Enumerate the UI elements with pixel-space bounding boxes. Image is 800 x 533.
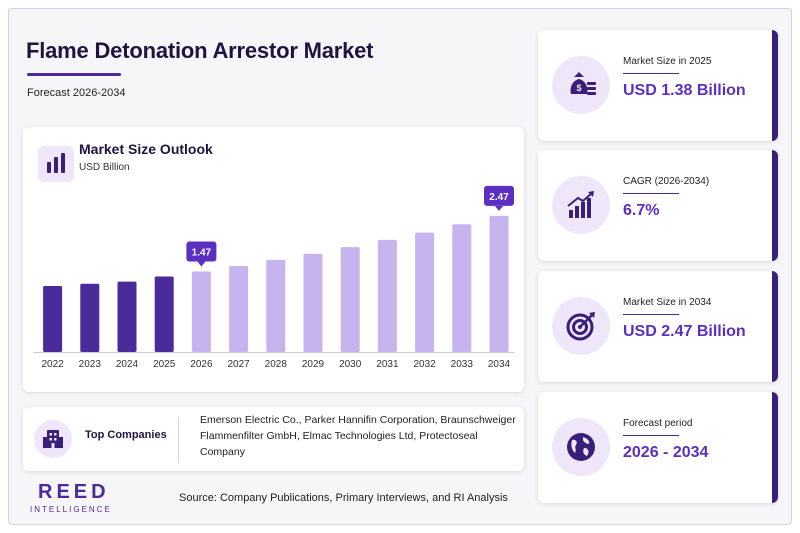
chart-title: Market Size Outlook [79, 141, 213, 157]
x-tick-label: 2029 [302, 359, 325, 370]
bar-2029 [303, 253, 323, 352]
kpi-value: 2026 - 2034 [623, 444, 709, 461]
top-companies-list: Emerson Electric Co., Parker Hannifin Co… [200, 414, 516, 458]
growth-chart-icon [552, 176, 610, 234]
kpi-label: CAGR (2026-2034) [623, 176, 710, 187]
kpi-underline [623, 314, 679, 315]
page-title: Flame Detonation Arrestor Market [26, 38, 374, 63]
bar-2022 [43, 286, 63, 352]
kpi-card-forecast-period: Forecast period 2026 - 2034 [538, 392, 778, 503]
money-bag-icon: $ [552, 56, 610, 114]
data-label-text: 1.47 [192, 248, 212, 259]
x-tick-label: 2032 [413, 359, 436, 370]
data-label-2034: 2.47 [484, 185, 514, 211]
bar-2025 [154, 276, 174, 352]
bar-2033 [452, 224, 472, 352]
kpi-underline [623, 73, 679, 74]
x-tick-label: 2022 [41, 359, 64, 370]
kpi-value: USD 1.38 Billion [623, 82, 746, 99]
svg-text:$: $ [576, 83, 581, 93]
kpi-underline [623, 193, 679, 194]
kpi-value: 6.7% [623, 202, 660, 219]
source-note: Source: Company Publications, Primary In… [179, 492, 508, 504]
x-tick-label: 2034 [488, 359, 511, 370]
bar-2031 [377, 239, 397, 352]
brand-logo: REED [38, 481, 110, 503]
x-tick-label: 2030 [339, 359, 362, 370]
x-tick-label: 2026 [190, 359, 213, 370]
title-underline [27, 73, 121, 76]
kpi-underline [623, 435, 679, 436]
kpi-card-market-size-2034: Market Size in 2034 USD 2.47 Billion [538, 271, 778, 382]
bar-chart-icon [38, 146, 74, 182]
bar-2023 [80, 283, 100, 352]
bar-2027 [229, 266, 249, 352]
x-tick-label: 2028 [265, 359, 288, 370]
x-tick-label: 2025 [153, 359, 176, 370]
top-companies-card: Top Companies Emerson Electric Co., Park… [23, 407, 524, 471]
data-label-text: 2.47 [489, 192, 509, 203]
top-companies-label: Top Companies [85, 429, 167, 441]
x-tick-label: 2027 [227, 359, 250, 370]
x-tick-label: 2033 [451, 359, 474, 370]
kpi-label: Market Size in 2025 [623, 56, 712, 67]
kpi-value: USD 2.47 Billion [623, 323, 746, 340]
divider [178, 417, 179, 463]
data-label-2026: 1.47 [186, 241, 217, 267]
chart-card: Market Size Outlook USD Billion 2022 2023… [23, 127, 524, 392]
target-icon [552, 297, 610, 355]
bar-2032 [415, 232, 435, 352]
globe-icon [552, 418, 610, 476]
page-subtitle: Forecast 2026-2034 [27, 87, 126, 99]
bar-2030 [340, 247, 360, 352]
bar-2024 [117, 281, 137, 352]
x-tick-label: 2031 [376, 359, 399, 370]
brand-logo-subtitle: INTELLIGENCE [30, 505, 112, 514]
bar-2026 [191, 271, 211, 352]
x-tick-label: 2024 [116, 359, 139, 370]
bar-2034 [489, 215, 509, 352]
kpi-label: Market Size in 2034 [623, 297, 712, 308]
chart-unit: USD Billion [79, 162, 130, 173]
kpi-label: Forecast period [623, 418, 693, 429]
bar-2028 [266, 259, 286, 352]
bar-chart: 2022 2023 2024 2025 2026 1.47 2027 2028 2029 2030… [33, 185, 515, 370]
building-icon [34, 420, 72, 458]
kpi-card-market-size-2025: $ Market Size in 2025 USD 1.38 Billion [538, 30, 778, 141]
kpi-card-cagr: CAGR (2026-2034) 6.7% [538, 150, 778, 261]
x-tick-label: 2023 [79, 359, 102, 370]
